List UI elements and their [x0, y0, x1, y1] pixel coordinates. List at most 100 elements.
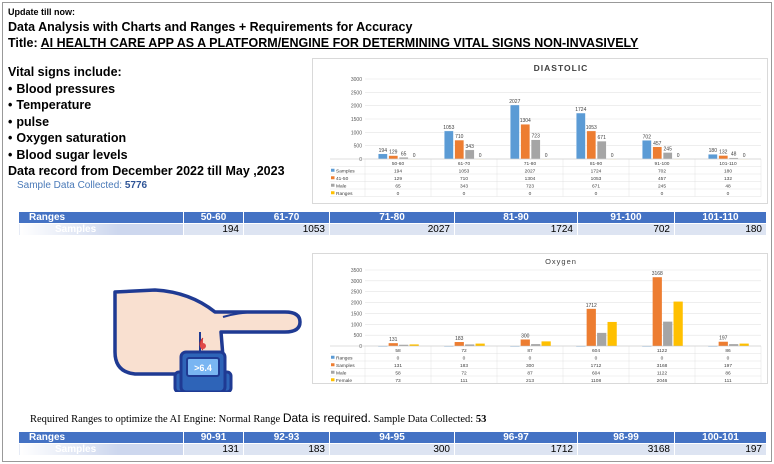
x-category-label: 72	[461, 348, 467, 354]
diastolic-range-table: Ranges 50-60 61-70 71-80 81-90 91-100 10…	[18, 211, 767, 236]
table-cell: 180	[674, 223, 767, 236]
sample-collected-1-value: 5776	[124, 180, 148, 191]
update-note: Update till now:	[8, 7, 75, 17]
bar	[520, 124, 531, 160]
x-category-label: 87	[527, 348, 533, 354]
table-cell: 300	[329, 443, 455, 456]
vitals-section: Vital signs include: Blood pressures Tem…	[8, 64, 285, 180]
table-value: 0	[529, 191, 532, 197]
heading-title: AI HEALTH CARE APP AS A PLATFORM/ENGINE …	[40, 36, 639, 50]
data-label: 131	[389, 337, 398, 343]
table-value: 3168	[657, 363, 668, 369]
bar	[531, 344, 541, 346]
table-value: 180	[724, 169, 732, 175]
vitals-list: Blood pressures Temperature pulse Oxygen…	[8, 81, 285, 164]
bar	[739, 343, 749, 346]
x-category-label: 58	[395, 348, 401, 354]
table-value: 87	[527, 371, 533, 377]
diastolic-chart: DIASTOLIC 0 500 1000 1500 2000 2500 3000 194 1053…	[312, 58, 768, 204]
bar	[464, 149, 475, 160]
table-value: 213	[526, 378, 534, 384]
table-value: 197	[724, 363, 732, 369]
vital-item: Oxygen saturation	[8, 130, 285, 147]
bar	[465, 344, 475, 346]
sample-collected-1: Sample Data Collected: 5776	[17, 180, 147, 191]
table-value: 0	[397, 191, 400, 197]
x-category-label: 86	[725, 348, 731, 354]
bar	[541, 341, 551, 346]
y-tick-label: 1500	[351, 311, 362, 317]
table-value: 0	[661, 191, 664, 197]
data-label: 343	[466, 144, 475, 150]
vital-item: Blood sugar levels	[8, 147, 285, 164]
table-value: 343	[460, 184, 468, 190]
table-value: 245	[658, 184, 666, 190]
requirement-count: 53	[475, 414, 487, 425]
bar	[597, 332, 607, 346]
bar	[388, 155, 399, 160]
y-tick-label: 2000	[351, 104, 362, 110]
table-value: 58	[395, 371, 401, 377]
table-header-cell: 100-101	[674, 431, 767, 444]
table-value: 132	[724, 176, 732, 182]
x-category-label: 91-100	[655, 161, 670, 167]
oxygen-chart: Oxygen 0 500 1000 1500 2000 2500 3000 3500 131 183…	[312, 253, 768, 384]
data-label: 1053	[443, 125, 454, 131]
table-value: 0	[397, 356, 400, 362]
bar	[642, 140, 652, 160]
chart-title: Oxygen	[545, 257, 577, 266]
table-value: 1108	[591, 378, 602, 384]
x-category-label: 1122	[657, 348, 668, 354]
table-value: 300	[526, 363, 534, 369]
table-cell: 183	[243, 443, 330, 456]
y-tick-label: 0	[359, 157, 362, 163]
table-header-cell: 61-70	[243, 211, 330, 224]
requirement-suffix: Sample Data Collected:	[370, 414, 476, 425]
table-header-cell: 96-97	[454, 431, 578, 444]
table-value: 0	[463, 191, 466, 197]
y-tick-label: 500	[354, 333, 363, 339]
table-value: 0	[727, 356, 730, 362]
table-value: 111	[724, 378, 732, 384]
data-label: 65	[401, 151, 407, 157]
table-row: Samples 194 1053 2027 1724 702 180	[18, 223, 767, 236]
table-header-row: Ranges 50-60 61-70 71-80 81-90 91-100 10…	[18, 211, 767, 224]
table-value: 1122	[657, 371, 668, 377]
bar	[388, 343, 398, 346]
table-cell: 3168	[577, 443, 675, 456]
diastolic-chart-svg: DIASTOLIC 0 500 1000 1500 2000 2500 3000 194 1053…	[330, 63, 762, 197]
bar	[729, 344, 739, 346]
legend-swatch	[331, 183, 335, 187]
data-label: 0	[545, 153, 548, 159]
data-label: 183	[455, 336, 464, 342]
data-label: 0	[743, 153, 746, 159]
x-category-label: 604	[592, 348, 600, 354]
table-value: 0	[595, 191, 598, 197]
table-cell: 702	[577, 223, 675, 236]
heading: Data Analysis with Charts and Ranges + R…	[8, 19, 638, 51]
sample-collected-1-label: Sample Data Collected:	[17, 180, 125, 191]
table-cell: 194	[183, 223, 244, 236]
y-tick-label: 0	[359, 344, 362, 350]
data-label: 132	[719, 149, 728, 155]
table-value: 86	[725, 371, 731, 377]
bar	[475, 343, 485, 346]
y-tick-label: 3500	[351, 268, 362, 274]
table-value: 723	[526, 184, 534, 190]
data-label: 300	[521, 333, 530, 339]
table-header-cell: Ranges	[18, 431, 184, 444]
legend-label: Ranges	[336, 356, 353, 362]
table-value: 0	[529, 356, 532, 362]
table-value: 131	[394, 363, 402, 369]
bar	[530, 139, 541, 160]
y-tick-label: 500	[354, 144, 363, 150]
table-header-cell: 71-80	[329, 211, 455, 224]
data-record: Data record from December 2022 till May …	[8, 164, 285, 178]
bar	[652, 277, 662, 346]
table-value: 65	[395, 184, 401, 190]
table-header-cell: 92-93	[243, 431, 330, 444]
heading-line1: Data Analysis with Charts and Ranges + R…	[8, 20, 413, 34]
bar	[454, 342, 464, 346]
table-value: 0	[727, 191, 730, 197]
legend-label: 41-50	[336, 176, 349, 182]
